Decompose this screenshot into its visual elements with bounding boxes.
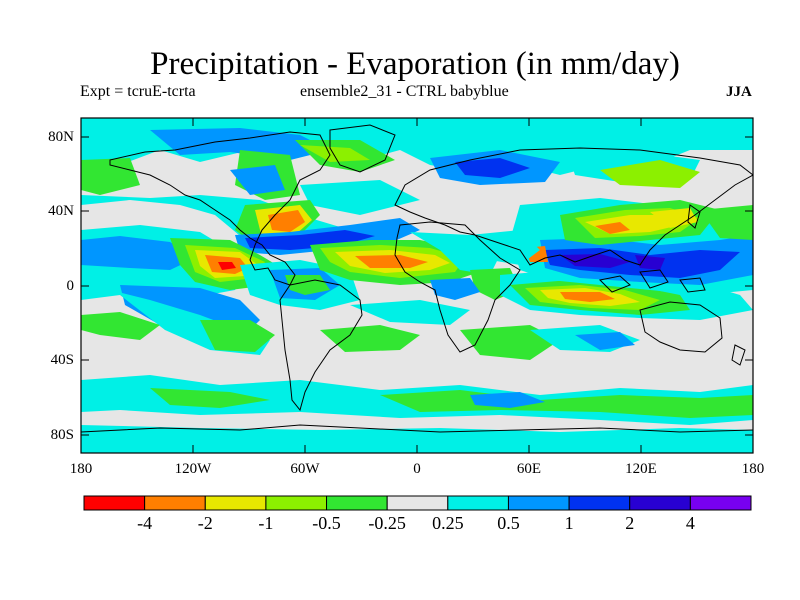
field-samerica-green [285,275,330,295]
x-tick-label: 60E [516,461,542,477]
x-tick-label: 0 [413,461,421,477]
colorbar-swatch [447,495,509,511]
colorbar-swatch [629,495,691,511]
field-wpac-indigo [635,255,665,270]
coast-greenland [329,124,396,173]
field-china-orange [595,222,630,234]
colorbar-swatch [144,495,206,511]
y-tick-label: 40N [48,203,74,219]
y-tick-label: 0 [66,278,75,294]
chart-title: Precipitation - Evaporation (in mm/day) [150,46,680,82]
field-antarctic-cyan [81,425,753,453]
field-npacific-green [600,160,700,188]
coast-maritime-continent [598,269,706,293]
field-alaska-green [81,158,140,195]
colorbar-label: 0.5 [497,513,520,533]
x-tick-label: 180 [741,461,765,477]
experiment-label: Expt = tcruE-tcrta [80,83,196,100]
coast-africa [394,221,521,353]
field-sindian-green [460,325,560,360]
coast-south-america [279,279,363,412]
field-satl-cyan [350,300,470,325]
field-epac-red [218,262,236,270]
field-spac-green2 [200,320,275,352]
field-epac-blue [81,236,195,270]
colorbar-label: -2 [197,513,213,533]
colorbar-swatch [507,495,570,511]
colorbar-label: -1 [258,513,274,533]
colorbar-swatch [568,495,631,511]
field-hudson-blue [230,165,285,195]
x-tick-label: 120E [625,461,657,477]
x-tick-label: 180 [69,461,93,477]
coast-eurasia [394,147,753,266]
field-namerica-orange [268,210,305,232]
field-indian-orange [560,292,615,302]
field-spac-green [81,312,160,340]
colorbar-label: 4 [685,513,695,533]
x-tick-label: 60W [290,461,320,477]
field-guinea-blue [430,278,480,300]
colorbar-swatch [689,495,752,511]
colorbar-swatch [265,495,328,511]
season-label: JJA [726,84,752,100]
y-tick-label: 40S [50,352,74,368]
colorbar-swatch [83,495,146,511]
field-japan-yellow [650,208,698,228]
coast-north-america [109,131,331,286]
field-atl-itcz-orange [355,255,428,268]
colorbar-label: -4 [137,513,153,533]
coastlines [81,124,753,433]
y-tick-label: 80S [50,427,74,443]
colorbar-label: 2 [625,513,635,533]
field-siberia-deep [455,158,530,178]
field-asia-indigo [560,254,630,268]
x-tick-label: 120W [174,461,212,477]
colorbar-label: 1 [564,513,574,533]
coast-australia [639,301,723,353]
field-arctic-lime [300,145,370,162]
colorbar-swatch [326,495,388,511]
axis-ticks [81,118,753,453]
colorbar-swatch [386,495,449,511]
ensemble-label: ensemble2_31 - CTRL babyblue [300,83,509,100]
coast-japan [687,204,701,229]
field-wpac-green [700,205,753,240]
field-satl-green [320,325,420,352]
contour-fields [81,118,753,453]
field-arctic-blue [150,128,330,160]
coast-new-zealand [731,344,746,366]
field-southern-green2 [150,388,270,408]
y-tick-label: 80N [48,129,74,145]
field-natl-cyan [300,180,420,215]
colorbar-swatch [204,495,267,511]
coast-antarctica [81,424,753,433]
colorbar-label: -0.25 [368,513,406,533]
field-southern-blue [470,392,545,408]
colorbar-label: 0.25 [432,513,464,533]
colorbar-label: -0.5 [312,513,341,533]
field-sindian-blue [575,332,635,350]
